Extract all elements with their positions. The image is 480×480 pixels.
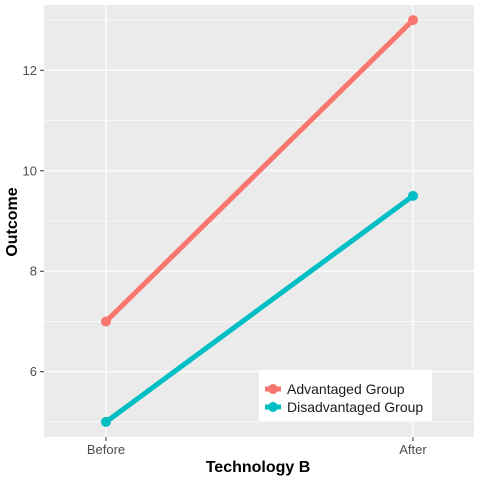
- y-tick-label: 10: [23, 163, 37, 178]
- data-point: [408, 190, 418, 201]
- x-tick-label: Before: [87, 442, 125, 457]
- series-0: [101, 15, 418, 327]
- legend-label: Advantaged Group: [287, 381, 405, 397]
- y-tick-label: 8: [30, 264, 37, 279]
- legend-label: Disadvantaged Group: [287, 399, 423, 415]
- y-tick-label: 12: [23, 63, 37, 78]
- minor-gridlines: [44, 19, 474, 423]
- data-point: [408, 15, 418, 26]
- x-axis: Before After: [87, 437, 427, 457]
- legend: Advantaged Group Disadvantaged Group: [259, 370, 432, 421]
- legend-item: Disadvantaged Group: [265, 399, 423, 415]
- legend-key-point: [268, 384, 278, 394]
- series-layer: [101, 15, 418, 427]
- y-axis-title: Outcome: [4, 187, 21, 256]
- y-axis: 6 8 10 12: [23, 63, 44, 379]
- x-tick-label: After: [399, 442, 427, 457]
- series-line: [104, 193, 415, 424]
- legend-key-point: [268, 402, 278, 412]
- data-point: [101, 416, 111, 427]
- legend-item: Advantaged Group: [265, 381, 405, 397]
- data-point: [101, 316, 111, 327]
- series-1: [101, 190, 418, 427]
- y-tick-label: 6: [30, 364, 37, 379]
- legend-background: [259, 370, 432, 421]
- x-axis-title: Technology B: [206, 459, 311, 476]
- series-line: [104, 18, 415, 324]
